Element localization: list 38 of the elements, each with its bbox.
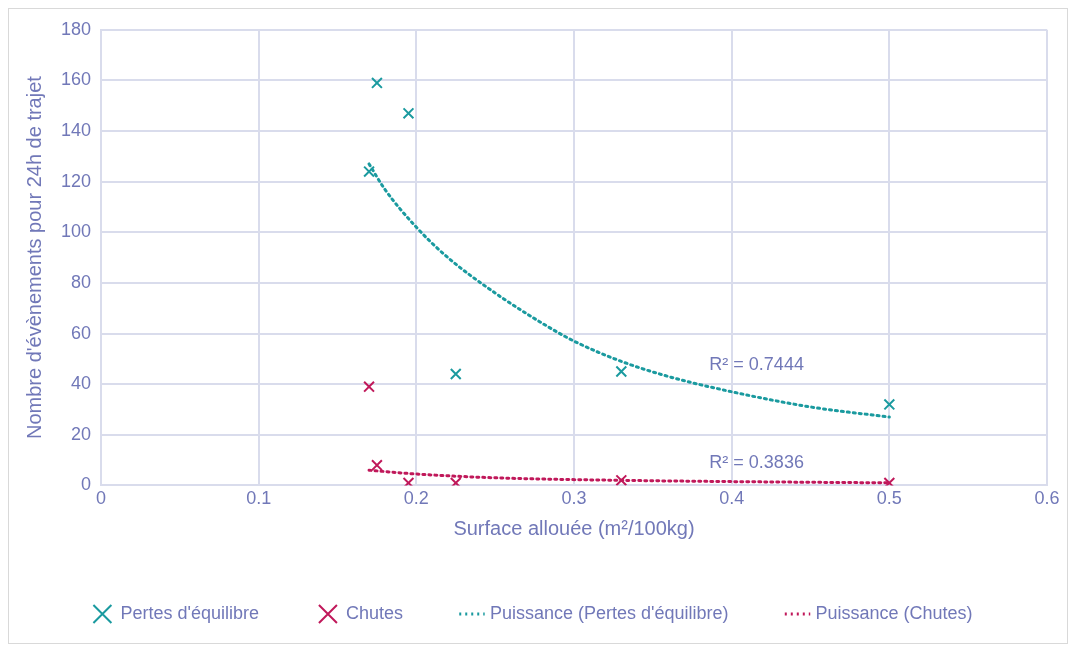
legend-label: Puissance (Chutes) [815,602,973,623]
x-tick-label: 0.1 [246,488,272,509]
y-tick-label: 120 [60,170,92,191]
point [402,476,415,486]
point [363,165,376,178]
legend-label: Chutes [345,602,403,623]
x-tick-label: 0.2 [403,488,429,509]
y-tick-label: 100 [60,221,92,242]
y-tick-label: 140 [60,120,92,141]
point [370,77,383,89]
point [615,365,628,378]
y-axis-title: Nombre d'évènements pour 24h de trajet [22,75,45,440]
legend-label: Pertes d'équilibre [120,602,259,623]
x-axis-title: Surface allouée (m²/100kg) [453,516,695,539]
y-tick-label: 40 [71,373,92,394]
point [883,476,896,486]
y-tick-label: 80 [71,271,92,292]
y-tick-label: 0 [81,474,92,495]
y-tick-label: 20 [71,423,92,444]
legend-label: Puissance (Pertes d'équilibre) [489,602,729,623]
point [370,459,383,472]
annotation: R² = 0.3836 [709,451,804,472]
x-tick-label: 0.3 [561,488,587,509]
point [363,380,376,393]
point [402,107,415,120]
point [883,398,896,411]
x-tick-label: 0.5 [876,488,902,509]
point [615,474,628,486]
x-tick-label: 0.4 [719,488,745,509]
y-tick-label: 180 [60,18,92,39]
x-tick-label: 0.6 [1034,488,1060,509]
y-tick-label: 60 [71,322,92,343]
point [449,368,462,380]
y-tick-label: 160 [60,69,92,90]
annotation: R² = 0.7444 [709,354,804,375]
x-tick-label: 0 [96,488,107,509]
point [449,476,462,486]
line-series [367,162,891,419]
